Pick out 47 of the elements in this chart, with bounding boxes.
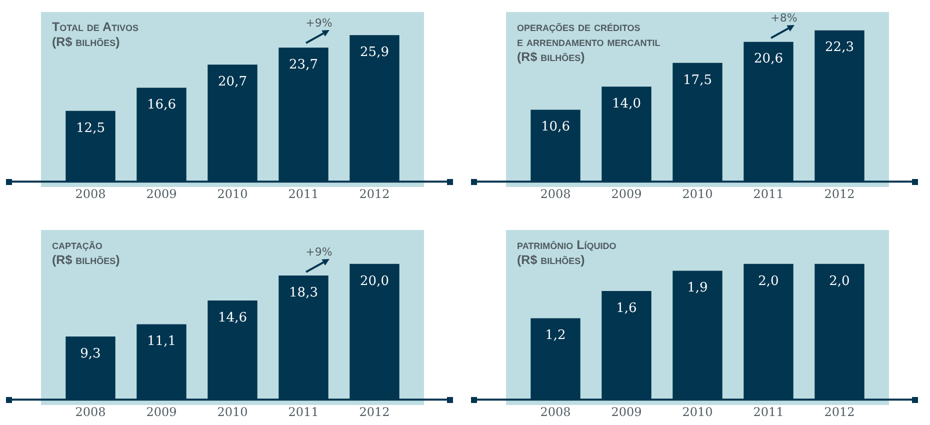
x-tick-label: 2012 [359, 186, 390, 201]
x-tick-label: 2010 [217, 404, 248, 419]
x-tick-label: 2009 [611, 404, 642, 419]
data-label: 20,6 [754, 52, 783, 67]
x-tick-label: 2008 [75, 186, 106, 201]
x-tick-label: 2008 [540, 186, 571, 201]
data-label: 12,5 [76, 120, 105, 136]
data-label: 22,3 [825, 40, 854, 56]
data-label: 17,5 [683, 72, 712, 88]
x-tick-label: 2009 [611, 186, 642, 201]
data-label: 9,3 [80, 346, 101, 362]
chart-title: Total de Ativos (R$ bilhões) [52, 20, 138, 50]
data-label: 25,9 [360, 45, 389, 60]
text: +8% [770, 12, 798, 25]
data-label: 1,9 [687, 280, 708, 296]
text: +9% [306, 245, 332, 258]
data-label: 1,6 [616, 300, 637, 316]
x-tick-label: 2010 [682, 404, 713, 419]
data-label: 11,1 [147, 334, 176, 350]
x-tick-label: 2009 [146, 186, 177, 201]
data-label: 2,0 [829, 274, 850, 289]
data-label: 16,6 [147, 98, 176, 113]
data-label: 1,2 [545, 328, 566, 344]
x-tick-label: 2008 [540, 404, 571, 419]
x-tick-label: 2012 [824, 186, 855, 201]
x-tick-label: 2011 [288, 404, 319, 419]
data-label: 2,0 [758, 274, 779, 289]
data-label: 14,0 [612, 96, 641, 112]
chart-title: captação (R$ bilhões) [52, 238, 120, 268]
chart-title: operações de créditos e arrendamento mercantil (R$ bilhões) [517, 20, 660, 65]
x-tick-label: 2008 [75, 404, 106, 419]
x-tick-label: 2011 [753, 404, 784, 419]
data-label: 14,6 [218, 310, 247, 326]
data-label: 10,6 [541, 120, 570, 135]
data-label: 20,7 [218, 74, 247, 90]
data-label: 18,3 [289, 285, 318, 300]
data-label: 23,7 [289, 57, 318, 72]
x-tick-label: 2010 [217, 186, 248, 201]
x-tick-label: 2009 [146, 404, 177, 419]
x-tick-label: 2012 [824, 404, 855, 419]
data-label: 20,0 [360, 274, 389, 289]
x-tick-label: 2011 [753, 186, 784, 201]
x-tick-label: 2012 [359, 404, 390, 419]
x-tick-label: 2011 [288, 186, 319, 201]
chart-title: patrimônio Líquido (R$ bilhões) [517, 238, 616, 268]
text: +9% [306, 16, 332, 30]
x-tick-label: 2010 [682, 186, 713, 201]
